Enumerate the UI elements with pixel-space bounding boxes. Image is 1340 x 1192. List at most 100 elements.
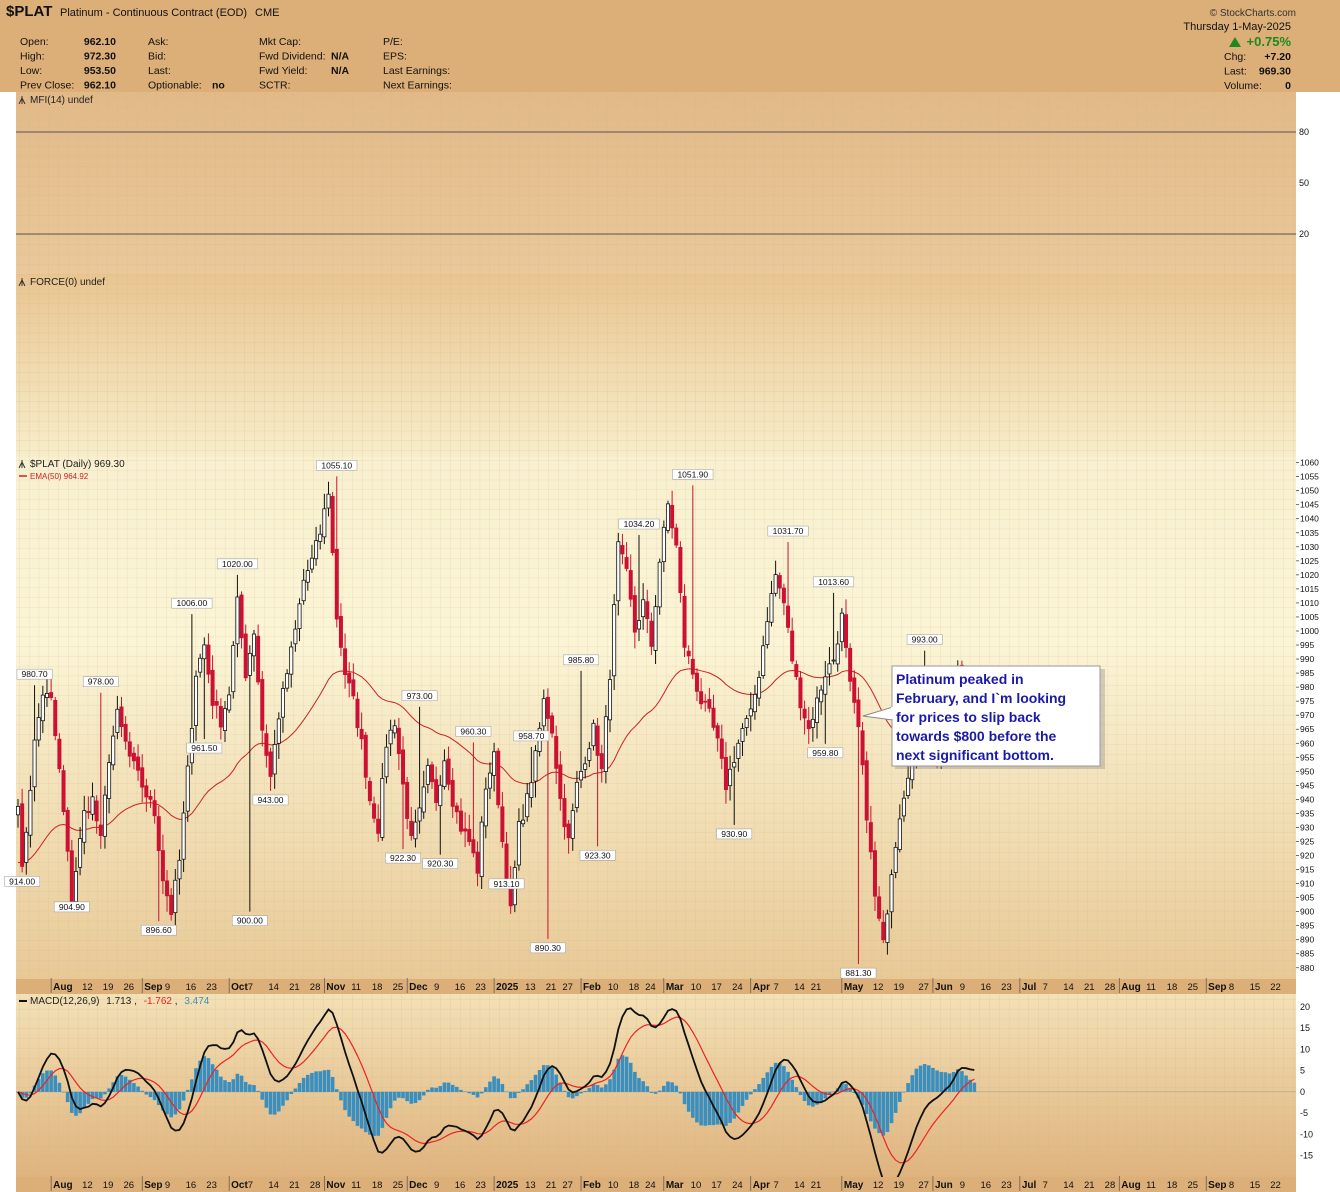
candle-body-141 [599, 753, 604, 770]
candle-body-109 [467, 828, 472, 843]
candle-body-171 [723, 757, 728, 790]
candle-body-148 [628, 570, 633, 600]
price-tick-985: 985 [1300, 668, 1314, 678]
x-top-label-3: 26 [124, 982, 135, 993]
candle-body-108 [463, 828, 468, 832]
x-top-label-21: 2025 [496, 982, 519, 993]
macd-hist-bar-1 [20, 1091, 24, 1098]
macd-hist-bar-62 [272, 1091, 277, 1115]
macd-hist-bar-187 [790, 1079, 794, 1092]
candle-body-96 [413, 821, 418, 840]
point-label-23: 1031.70 [773, 526, 804, 536]
macd-hist-bar-152 [645, 1086, 650, 1092]
candle-body-2 [24, 831, 29, 863]
macd-hist-bar-128 [546, 1065, 550, 1092]
instrument-name: Platinum - Continuous Contract (EOD) [60, 7, 247, 19]
macd-hist-bar-218 [918, 1065, 923, 1092]
price-tick-960: 960 [1300, 738, 1314, 748]
candle-body-186 [786, 605, 791, 628]
macd-hist-bar-151 [641, 1081, 645, 1092]
point-label-11: 922.30 [390, 853, 416, 863]
quote-right-label-1: Last: [1224, 66, 1247, 78]
point-label-2: 904.90 [59, 902, 85, 912]
candle-body-35 [160, 850, 165, 882]
point-label-box-10 [316, 460, 358, 471]
candle-body-9 [53, 699, 58, 737]
candle-body-26 [123, 723, 128, 742]
price-tick-910: 910 [1300, 879, 1314, 889]
quote-label-2-2: Fwd Yield: [259, 65, 307, 77]
x-top-label-50: Aug [1121, 982, 1140, 993]
x-bottom-label-15: 18 [372, 1180, 383, 1191]
x-bottom-label-20: 23 [475, 1180, 486, 1191]
point-label-0: 914.00 [9, 876, 35, 886]
macd-hist-bar-83 [359, 1091, 364, 1129]
macd-hist-bar-212 [893, 1091, 898, 1113]
x-top-label-30: 10 [691, 982, 702, 993]
macd-legend-hist: 3.474 [184, 996, 209, 1007]
candle-body-172 [728, 768, 733, 787]
candle-body-149 [632, 595, 637, 633]
macd-hist-bar-26 [123, 1076, 128, 1092]
ticker-symbol: $PLAT [6, 3, 52, 20]
x-bottom-label-31: 17 [711, 1180, 722, 1191]
candle-body-51 [227, 694, 232, 711]
price-panel: $PLAT (Daily) 969.30 EMA(50) 964.92 1060… [4, 457, 1319, 979]
candle-body-155 [657, 561, 662, 608]
macd-hist-bar-123 [525, 1084, 530, 1092]
macd-tick-5: 5 [1300, 1066, 1305, 1076]
macd-hist-bar-8 [49, 1070, 53, 1092]
x-bottom-label-1: 12 [82, 1180, 93, 1191]
macd-hist-bar-129 [550, 1068, 554, 1092]
candle-body-135 [574, 781, 579, 808]
macd-hist-bar-17 [86, 1091, 91, 1104]
macd-hist-bar-142 [604, 1084, 608, 1092]
x-bottom-label-55: 8 [1229, 1180, 1234, 1191]
macd-hist-bar-146 [620, 1055, 625, 1092]
point-label-21: 1051.90 [677, 469, 708, 479]
macd-hist-bar-224 [943, 1072, 948, 1092]
quote-label-3-3: Next Earnings: [383, 80, 452, 92]
x-bottom-label-41: Jun [935, 1180, 953, 1191]
candle-body-146 [620, 545, 625, 555]
price-tick-915: 915 [1300, 865, 1314, 875]
x-bottom-label-25: Feb [583, 1180, 601, 1191]
candle-body-56 [247, 652, 252, 676]
candle-body-68 [297, 603, 302, 629]
x-bottom-label-6: 16 [186, 1180, 197, 1191]
macd-hist-bar-230 [968, 1079, 972, 1092]
macd-hist-bar-57 [252, 1085, 256, 1092]
macd-hist-bar-188 [794, 1087, 799, 1092]
macd-hist-bar-131 [558, 1082, 563, 1092]
candle-body-136 [579, 770, 584, 781]
macd-hist-bar-40 [181, 1091, 186, 1101]
candle-body-143 [608, 679, 613, 721]
candle-body-178 [752, 693, 757, 713]
macd-hist-bar-107 [459, 1089, 463, 1092]
x-top-label-49: 28 [1105, 982, 1116, 993]
candle-body-210 [885, 913, 890, 943]
candle-body-115 [492, 751, 497, 776]
point-label-1: 980.70 [22, 669, 48, 679]
macd-legend-macd: 1.713 [106, 996, 131, 1007]
x-bottom-label-42: 9 [960, 1180, 965, 1191]
candle-body-207 [872, 850, 877, 897]
macd-hist-bar-180 [761, 1077, 765, 1092]
macd-hist-bar-164 [695, 1091, 699, 1123]
macd-hist-bar-181 [765, 1072, 770, 1092]
macd-hist-bar-9 [53, 1075, 58, 1092]
candle-body-199 [839, 612, 844, 643]
quote-value-2-1: N/A [331, 51, 350, 63]
candle-body-157 [665, 503, 670, 531]
quote-label-1-2: Last: [148, 65, 171, 77]
candle-body-29 [136, 756, 141, 771]
price-tick-1030: 1030 [1300, 542, 1319, 552]
candle-body-15 [78, 838, 83, 868]
candle-body-163 [690, 658, 695, 675]
x-top-label-16: 25 [393, 982, 404, 993]
quote-label-2-3: SCTR: [259, 80, 291, 92]
candle-body-185 [781, 587, 786, 604]
force-panel: FORCE(0) undef [16, 274, 1296, 457]
x-bottom-label-13: Nov [326, 1180, 345, 1191]
x-bottom-label-21: 2025 [496, 1180, 519, 1191]
